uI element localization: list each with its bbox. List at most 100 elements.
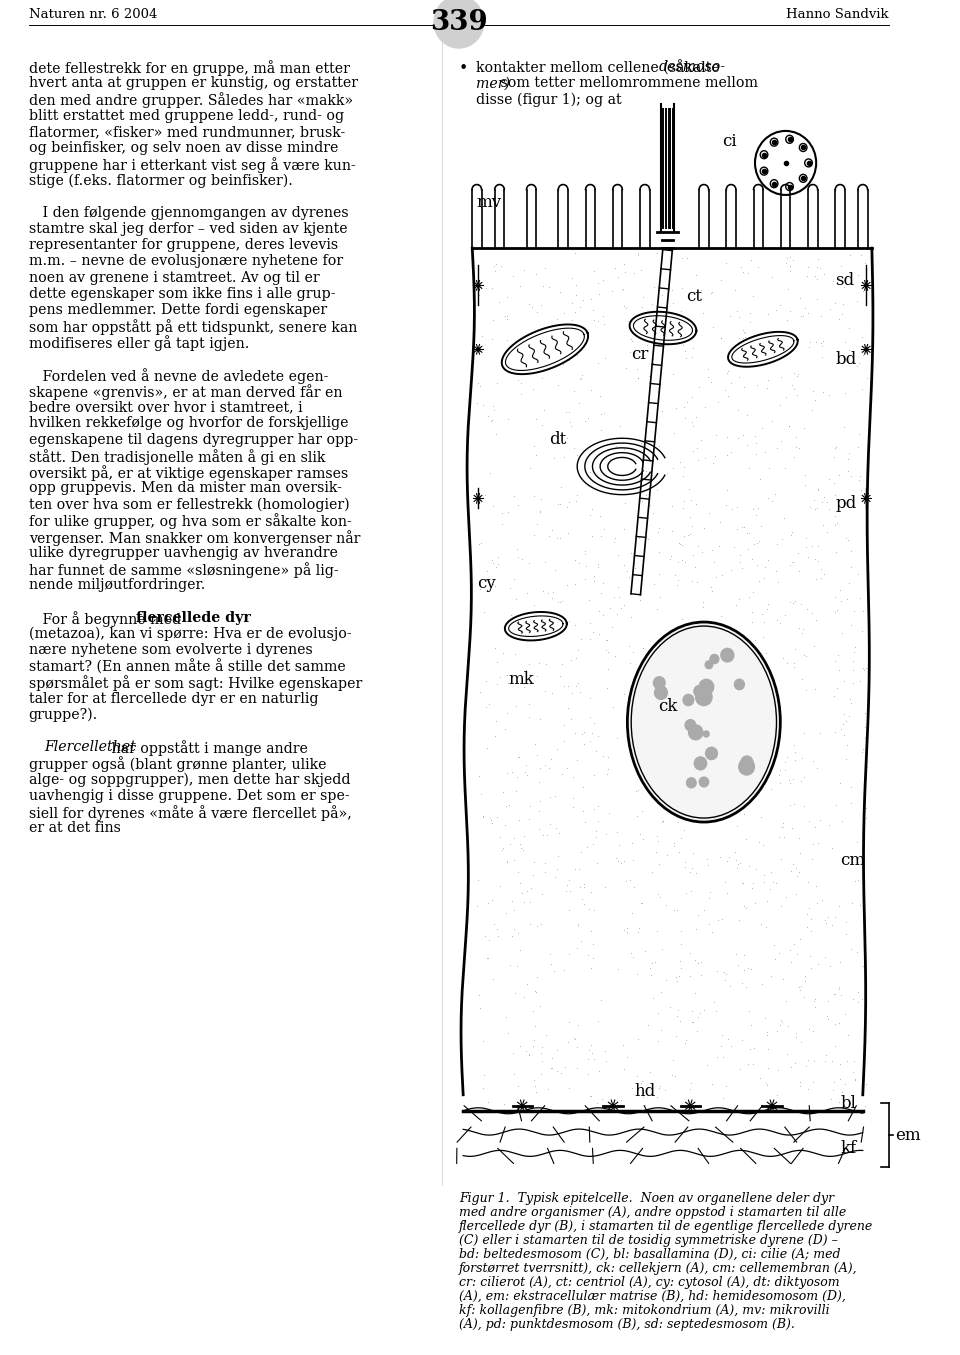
Point [650, 1003, 665, 1024]
Point [469, 894, 485, 916]
Point [633, 1073, 648, 1095]
Point [760, 1057, 776, 1079]
Point [674, 534, 689, 556]
Point [511, 809, 526, 831]
Point [568, 274, 584, 295]
Point [736, 944, 752, 966]
Point [816, 263, 831, 285]
Point [654, 938, 669, 959]
Point [582, 1085, 597, 1107]
Text: ci: ci [722, 133, 736, 150]
Point [584, 287, 599, 309]
Point [836, 703, 852, 725]
Point [554, 476, 569, 497]
Point [577, 812, 592, 833]
Point [828, 906, 843, 928]
Point [559, 427, 574, 449]
Point [651, 1077, 666, 1099]
Text: Naturen nr. 6 2004: Naturen nr. 6 2004 [29, 8, 157, 22]
Point [538, 653, 553, 675]
Point [673, 451, 688, 473]
Point [764, 411, 780, 432]
Point [481, 405, 496, 427]
Point [774, 1009, 789, 1031]
Text: forstørret tverrsnitt), ck: cellekjern (A), cm: cellemembran (A),: forstørret tverrsnitt), ck: cellekjern (… [459, 1262, 857, 1275]
Circle shape [699, 679, 713, 695]
Point [798, 966, 813, 988]
Point [685, 440, 701, 462]
Point [644, 465, 660, 486]
Point [666, 900, 682, 921]
Point [788, 741, 804, 763]
Point [690, 535, 706, 557]
Point [532, 995, 547, 1016]
Point [677, 855, 692, 877]
Point [499, 308, 515, 329]
Point [588, 827, 604, 848]
Point [772, 612, 787, 634]
Point [593, 419, 609, 440]
Point [828, 585, 843, 607]
Point [696, 591, 711, 612]
Point [622, 341, 637, 363]
Point [611, 958, 626, 980]
Point [518, 615, 534, 637]
Point [837, 725, 852, 747]
Circle shape [686, 778, 696, 787]
Point [797, 417, 812, 439]
Point [792, 1070, 807, 1092]
Point [837, 332, 852, 354]
Point [826, 686, 841, 707]
Point [506, 344, 521, 366]
Point [734, 558, 750, 580]
Point [578, 541, 593, 562]
Point [823, 1088, 838, 1110]
Circle shape [685, 720, 696, 730]
Point [576, 799, 591, 821]
Point [743, 339, 758, 360]
Point [655, 308, 670, 329]
Point [788, 858, 804, 879]
Point [591, 623, 607, 645]
Point [472, 577, 488, 599]
Point [506, 1042, 521, 1064]
Point [512, 833, 527, 855]
Point [785, 768, 801, 790]
Point [636, 1087, 651, 1108]
Point [534, 1042, 549, 1064]
Point [608, 257, 623, 279]
Point [836, 671, 852, 692]
Point [636, 314, 651, 336]
Point [495, 780, 511, 802]
Point [829, 512, 845, 534]
Point [602, 449, 617, 470]
Point [828, 650, 843, 672]
Text: kf: kf [840, 1140, 856, 1157]
Point [529, 444, 544, 466]
Text: stamtre skal jeg derfor – ved siden av kjente: stamtre skal jeg derfor – ved siden av k… [29, 222, 348, 236]
Point [668, 1024, 684, 1046]
Point [499, 329, 515, 351]
Point [522, 692, 538, 714]
Point [563, 649, 578, 671]
Text: for ulike grupper, og hva som er såkalte kon-: for ulike grupper, og hva som er såkalte… [29, 514, 351, 530]
Point [590, 352, 606, 374]
Point [498, 795, 514, 817]
Point [584, 957, 599, 978]
Point [789, 366, 804, 388]
Point [745, 871, 760, 893]
Point [833, 591, 849, 612]
Point [561, 1031, 576, 1053]
Point [701, 855, 716, 877]
Point [732, 550, 748, 572]
Point [719, 444, 734, 466]
Point [625, 850, 640, 871]
Point [732, 306, 747, 328]
Point [535, 581, 550, 603]
Point [714, 565, 730, 587]
Point [807, 499, 823, 520]
Point [620, 310, 636, 332]
Text: cr: cr [631, 346, 649, 363]
Point [543, 748, 559, 770]
Point [785, 249, 801, 271]
